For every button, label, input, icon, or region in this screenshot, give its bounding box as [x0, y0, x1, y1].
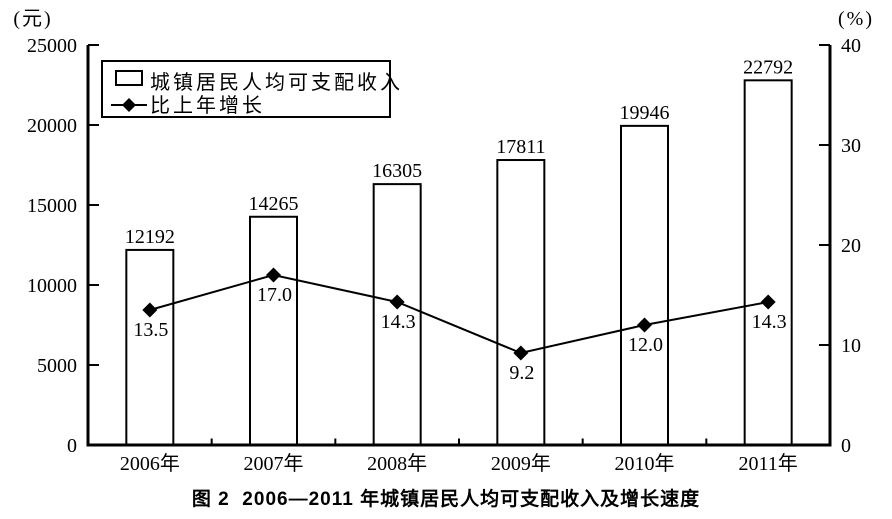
- left-axis-unit-label: (元): [13, 8, 52, 30]
- growth-value-label: 17.0: [257, 284, 292, 306]
- left-axis-tick-label: 15000: [27, 195, 77, 217]
- legend-diamond-icon: [122, 98, 136, 112]
- right-axis-tick-label: 20: [841, 235, 861, 257]
- right-axis-tick-label: 0: [841, 435, 851, 457]
- x-tick-label: 2008年: [367, 452, 427, 475]
- legend-bar-swatch-icon: [115, 70, 143, 86]
- diamond-marker-2007年: [266, 267, 281, 283]
- growth-value-label: 14.3: [381, 311, 416, 333]
- bar-value-label: 14265: [249, 193, 299, 215]
- x-tick-label: 2007年: [244, 452, 304, 475]
- diamond-marker-2008年: [389, 294, 405, 310]
- bar-2006年: [125, 248, 175, 446]
- diamond-marker-2006年: [142, 302, 158, 318]
- chart-caption: 图 2 2006—2011 年城镇居民人均可支配收入及增长速度: [191, 489, 701, 510]
- bar-2009年: [496, 159, 546, 447]
- income-growth-chart-canvas: 25000 20000 15000 10000 5000 0 40 30 20 10 0 (元) (%)…: [13, 8, 874, 475]
- legend-box: [101, 60, 391, 118]
- x-tick-label: 2009年: [491, 452, 551, 475]
- left-axis-tick-label: 20000: [27, 115, 77, 137]
- left-axis-tick-label: 25000: [27, 35, 77, 57]
- right-axis-tick-label: 30: [841, 135, 861, 157]
- left-axis-tick-label: 0: [67, 435, 77, 457]
- growth-value-label: 13.5: [133, 319, 168, 341]
- x-tick-label: 2006年: [120, 452, 180, 475]
- growth-value-label: 9.2: [509, 362, 534, 384]
- bar-value-label: 22792: [743, 56, 793, 78]
- left-axis-tick-label: 5000: [37, 355, 77, 377]
- x-tick-label: 2011年: [739, 452, 798, 475]
- bar-value-label: 17811: [496, 136, 545, 158]
- bar-2007年: [249, 215, 298, 446]
- bar-2010年: [620, 124, 669, 446]
- right-axis-tick-label: 10: [841, 335, 861, 357]
- right-axis-tick-label: 40: [841, 35, 861, 57]
- diamond-marker-2010年: [637, 317, 652, 333]
- growth-line: [149, 273, 769, 355]
- bar-2008年: [372, 183, 422, 446]
- diamond-marker-2011年: [760, 294, 776, 310]
- bar-2011年: [743, 79, 793, 446]
- x-tick-label: 2010年: [615, 452, 675, 475]
- legend-entry-bar: 城镇居民人均可支配收入: [150, 71, 403, 94]
- growth-value-label: 14.3: [752, 311, 787, 333]
- growth-value-label: 12.0: [628, 334, 663, 356]
- bar-value-label: 12192: [125, 226, 175, 248]
- left-axis-tick-label: 10000: [27, 275, 77, 297]
- bar-value-label: 19946: [620, 102, 670, 124]
- legend-entry-line: 比上年增长: [150, 94, 265, 117]
- right-axis-unit-label: (%): [838, 8, 874, 30]
- diamond-marker-2009年: [513, 345, 529, 361]
- bar-value-label: 16305: [372, 160, 422, 182]
